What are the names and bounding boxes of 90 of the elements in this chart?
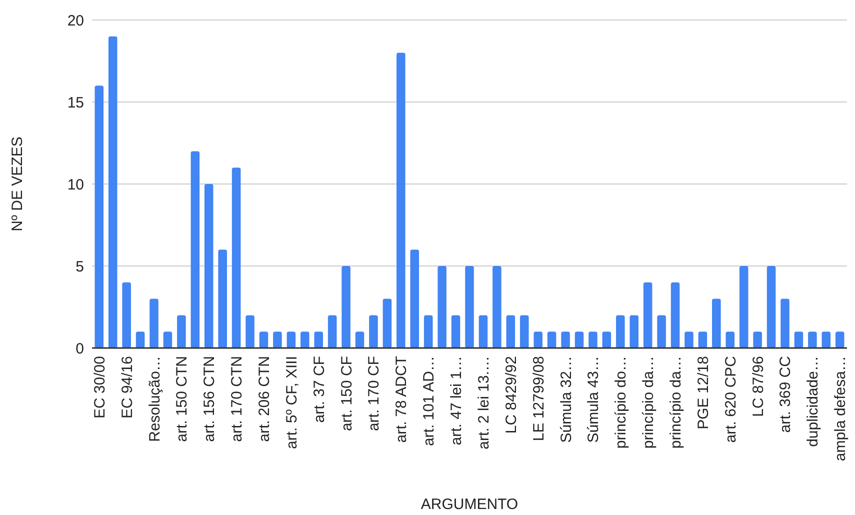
bar (670, 282, 680, 348)
x-tick-label: Súmula 43… (585, 356, 602, 443)
y-tick-label: 15 (67, 94, 84, 112)
bar (794, 332, 804, 348)
bar (94, 86, 104, 348)
bar (259, 332, 268, 348)
bar (438, 266, 446, 348)
x-tick-label: princípio da… (640, 356, 658, 449)
bar (190, 151, 200, 348)
x-tick-label: art. 620 CPC (722, 356, 740, 443)
x-tick-label: art. 170 CTN (228, 356, 246, 442)
bar (369, 315, 378, 348)
bar (465, 266, 474, 348)
x-tick-label: LC 87/96 (750, 356, 767, 417)
bar (150, 298, 158, 348)
y-tick-label: 10 (67, 176, 84, 194)
bar (136, 332, 145, 348)
bar (588, 332, 598, 348)
x-tick-label: LC 8429/92 (502, 356, 520, 434)
bar (574, 332, 584, 348)
bar (410, 250, 420, 348)
bar (451, 315, 460, 348)
bar (630, 315, 638, 348)
bar (561, 332, 570, 348)
x-tick-label: art. 170 CF (366, 356, 383, 432)
x-tick-label: art. 206 CTN (256, 356, 273, 442)
bar (726, 332, 735, 348)
bar (835, 332, 844, 348)
x-tick-label: princípio do… (612, 356, 630, 449)
bar (808, 332, 817, 348)
x-tick-label: EC 30/00 (91, 356, 108, 419)
x-tick-label: Resolução… (146, 356, 164, 442)
x-tick-label: PGE 12/18 (694, 356, 712, 430)
bar (822, 332, 831, 348)
y-tick-label: 0 (76, 340, 84, 358)
x-tick-label: art. 5º CF, XIII (283, 356, 300, 450)
bar (739, 266, 748, 348)
x-tick-label: art. 150 CF (338, 356, 356, 432)
bar (396, 52, 406, 348)
x-tick-label: EC 94/16 (118, 356, 136, 419)
x-tick-label: ampla defesa… (832, 356, 850, 462)
bar (232, 168, 241, 348)
bar (204, 184, 214, 348)
bar (122, 282, 131, 348)
x-tick-label: art. 101 AD… (420, 356, 438, 446)
bar (753, 332, 762, 348)
bar (286, 332, 296, 348)
x-tick-label: art. 2 lei 13.… (475, 356, 492, 450)
bar (712, 298, 721, 348)
bar (382, 298, 392, 348)
x-tick-label: princípio da… (668, 356, 685, 449)
x-tick-label: art. 37 CF (310, 356, 328, 423)
x-tick-label: art. 47 lei 1… (448, 356, 466, 446)
bar (602, 332, 612, 348)
bar (424, 315, 433, 348)
bar (547, 332, 556, 348)
bar (273, 332, 282, 348)
bar (314, 332, 323, 348)
bar (520, 315, 529, 348)
x-axis-title: ARGUMENTO (420, 496, 518, 513)
bar (342, 266, 350, 348)
y-tick-label: 20 (67, 12, 84, 30)
bar (177, 315, 186, 348)
y-axis-title: Nº DE VEZES (9, 136, 26, 232)
bar (328, 315, 337, 348)
bar (492, 266, 502, 348)
bar (218, 250, 227, 348)
x-tick-label: art. 150 CTN (174, 356, 191, 442)
x-tick-label: art. 369 CC (777, 356, 794, 433)
bar (698, 332, 708, 348)
y-tick-label: 5 (76, 258, 84, 276)
x-tick-label: LE 12799/08 (530, 356, 548, 442)
x-tick-label: art. 78 ADCT (393, 356, 410, 443)
x-tick-label: Súmula 32… (558, 356, 575, 443)
bar (643, 282, 652, 348)
bar (657, 315, 666, 348)
bar (616, 315, 625, 348)
bar (478, 315, 488, 348)
bar (684, 332, 694, 348)
bar (506, 315, 516, 348)
bar (780, 298, 790, 348)
bar (766, 266, 776, 348)
bar (300, 332, 310, 348)
bar (163, 332, 172, 348)
bar (355, 332, 364, 348)
bar (534, 332, 542, 348)
bar (108, 36, 118, 348)
x-tick-label: duplicidade… (804, 356, 822, 447)
x-tick-label: art. 156 CTN (201, 356, 218, 442)
bar (246, 315, 254, 348)
